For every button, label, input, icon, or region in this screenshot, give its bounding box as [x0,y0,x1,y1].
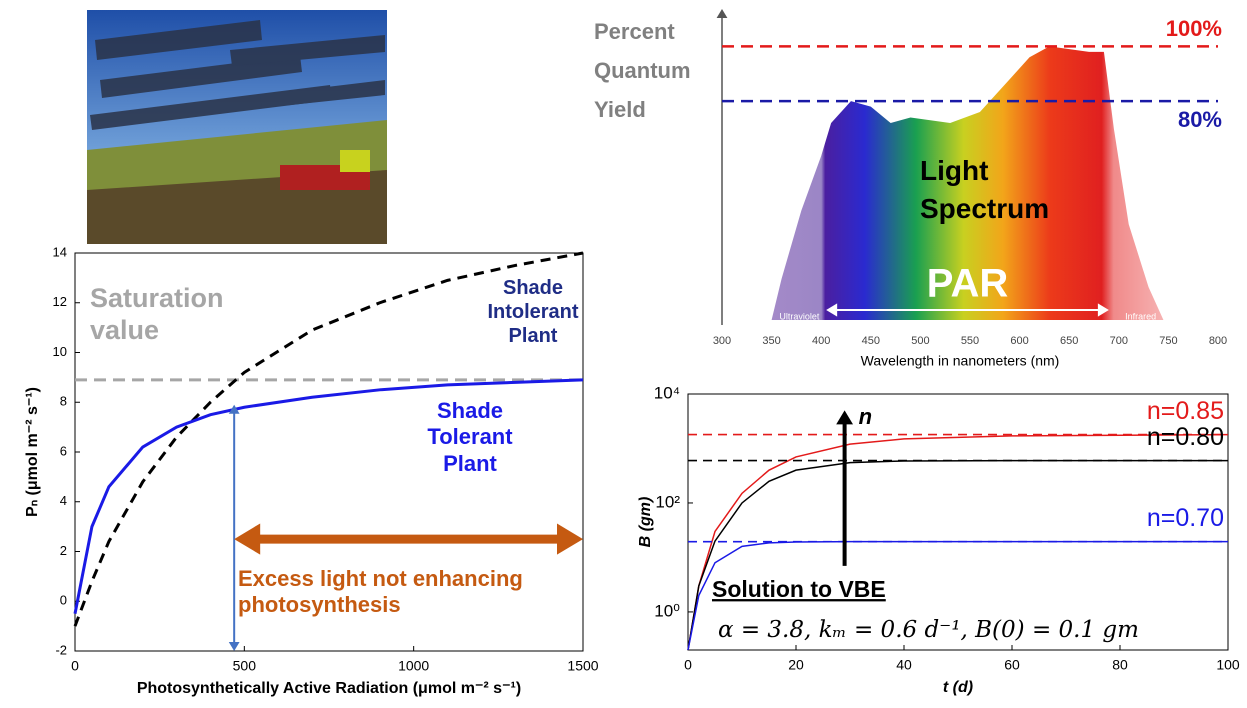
x-tick-label: 450 [862,335,880,347]
x-tick-label: 500 [911,335,929,347]
y-tick-label: 8 [60,394,67,409]
y-tick-label: 12 [53,294,67,309]
x-tick-label: 0 [71,658,79,674]
band-label: PAR [927,262,1009,306]
y-tick-label: 6 [60,443,67,458]
saturation-label: Saturation value [90,282,290,347]
y-tick-label: 4 [60,493,67,508]
y-axis-label: B (gm) [637,497,654,548]
series-label: n=0.70 [1147,504,1224,532]
y-tick-label: -2 [55,642,67,657]
x-tick-label: 300 [713,335,731,347]
x-tick-label: 80 [1112,657,1128,673]
excess-label: Excess light not enhancing photosynthesi… [238,566,598,619]
y-tick-label: 2 [60,543,67,558]
reference-label: 100% [1166,16,1222,41]
y-tick-label: 10⁰ [654,601,680,620]
photo [87,10,387,244]
arrow-head [557,523,583,554]
series-label: Shade Intolerant Plant [478,276,588,348]
x-tick-label: 40 [896,657,912,673]
arrow-head [229,642,240,651]
x-tick-label: 550 [961,335,979,347]
y-tick-label: 10⁴ [654,383,680,402]
x-axis-label: Wavelength in nanometers (nm) [861,353,1060,369]
series-label: n=0.80 [1147,423,1224,451]
y-axis-label: Percent Quantum Yield [594,12,724,129]
note-title: Solution to VBE [712,576,886,602]
arrow-head [234,523,260,554]
y-tick-label: 0 [60,593,67,608]
arrow-label: n [859,404,872,429]
x-tick-label: 20 [788,657,804,673]
y-axis-label: Pₙ (μmol m⁻² s⁻¹) [24,387,41,517]
region-label: Infrared [1125,311,1156,321]
figure: 050010001500-202468101214Photosynthetica… [0,0,1247,708]
y-tick-label: 14 [53,244,67,259]
region-label: Ultraviolet [779,311,820,321]
x-tick-label: 100 [1216,657,1240,673]
y-tick-label: 10² [655,492,680,511]
x-axis-label: Photosynthetically Active Radiation (μmo… [137,680,521,697]
x-tick-label: 400 [812,335,830,347]
spectrum-title: Light Spectrum [920,152,1070,228]
x-tick-label: 700 [1110,335,1128,347]
x-tick-label: 750 [1159,335,1177,347]
reference-label: 80% [1178,107,1222,132]
y-tick-label: 10 [53,344,67,359]
x-tick-label: 800 [1209,335,1227,347]
x-tick-label: 350 [762,335,780,347]
x-tick-label: 500 [233,658,257,674]
series-label: n=0.85 [1147,397,1224,425]
x-axis-label: t (d) [943,679,973,696]
arrow-head [836,410,853,424]
note: α = 3.8, kₘ = 0.6 d⁻¹, B(0) = 0.1 gm [718,617,1139,643]
x-tick-label: 650 [1060,335,1078,347]
x-tick-label: 1500 [567,658,598,674]
x-tick-label: 600 [1010,335,1028,347]
x-tick-label: 60 [1004,657,1020,673]
series-label: Shade Tolerant Plant [410,398,530,477]
x-tick-label: 0 [684,657,692,673]
x-tick-label: 1000 [398,658,429,674]
